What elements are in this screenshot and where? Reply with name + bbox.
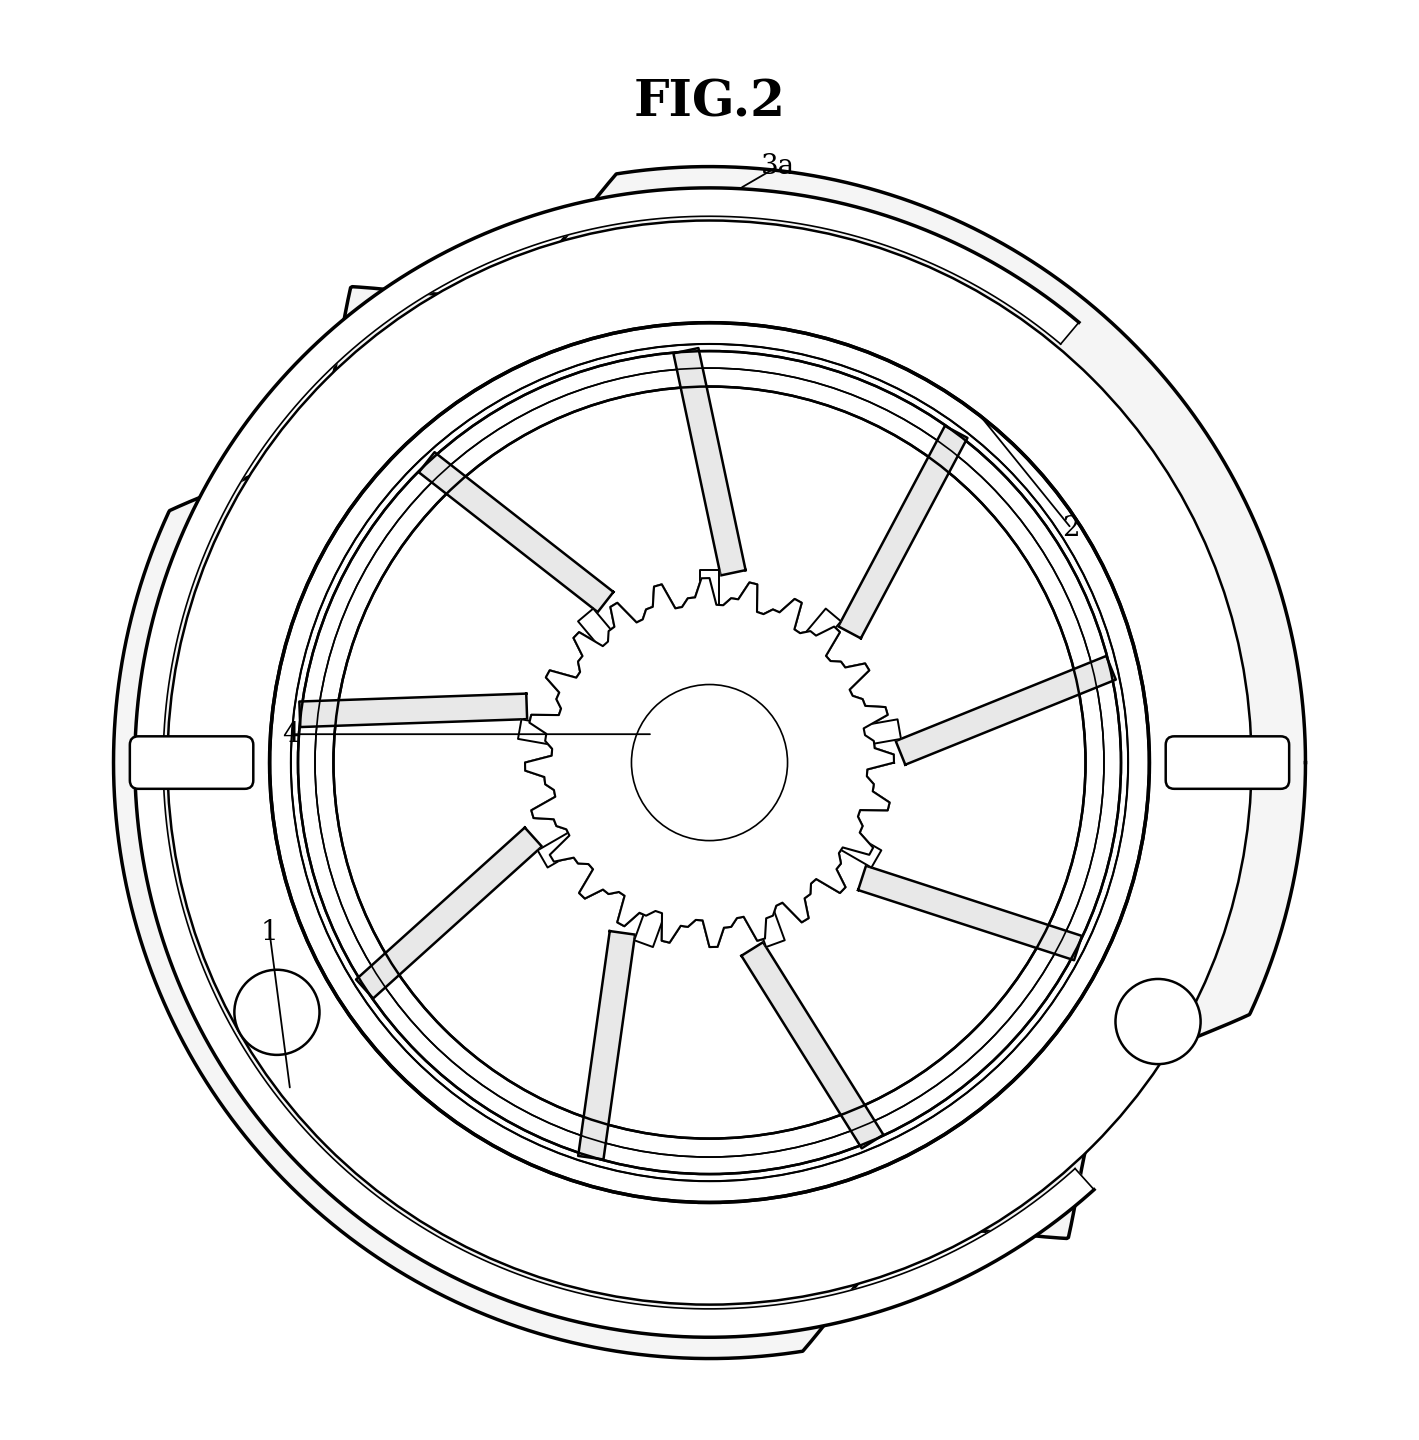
Circle shape: [631, 684, 788, 841]
Polygon shape: [135, 187, 1094, 1338]
Text: 2: 2: [1063, 516, 1080, 541]
Circle shape: [333, 386, 1086, 1139]
Polygon shape: [356, 828, 542, 998]
Text: 3a: 3a: [761, 153, 795, 180]
Circle shape: [270, 323, 1149, 1202]
Polygon shape: [634, 890, 671, 948]
Polygon shape: [525, 577, 894, 948]
Polygon shape: [895, 657, 1115, 765]
Ellipse shape: [1115, 979, 1200, 1064]
Polygon shape: [578, 932, 636, 1159]
Polygon shape: [518, 720, 575, 749]
Circle shape: [631, 684, 788, 841]
Polygon shape: [674, 348, 745, 576]
Circle shape: [167, 220, 1252, 1305]
Polygon shape: [114, 167, 1305, 1358]
Polygon shape: [700, 570, 719, 624]
Polygon shape: [299, 694, 526, 727]
Polygon shape: [748, 890, 785, 948]
Ellipse shape: [234, 969, 319, 1056]
Polygon shape: [839, 426, 968, 638]
Text: 4: 4: [282, 720, 299, 747]
Polygon shape: [741, 942, 884, 1148]
Polygon shape: [538, 824, 595, 867]
Circle shape: [298, 351, 1121, 1174]
Polygon shape: [858, 865, 1081, 960]
FancyBboxPatch shape: [129, 736, 253, 789]
Polygon shape: [419, 452, 613, 612]
Polygon shape: [525, 577, 894, 948]
Text: FIG.2: FIG.2: [633, 78, 786, 127]
Text: 1: 1: [261, 919, 278, 946]
Polygon shape: [792, 609, 841, 662]
Polygon shape: [578, 609, 627, 662]
Polygon shape: [824, 824, 881, 867]
Polygon shape: [844, 720, 901, 749]
FancyBboxPatch shape: [1165, 736, 1288, 789]
